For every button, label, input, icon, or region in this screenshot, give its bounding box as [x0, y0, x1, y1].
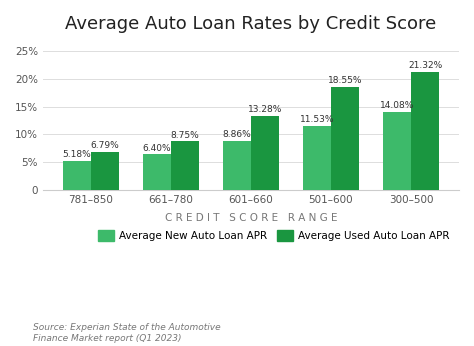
Bar [411, 72, 439, 190]
Text: 6.79%: 6.79% [91, 142, 119, 151]
Bar [91, 152, 119, 190]
Text: 18.55%: 18.55% [328, 76, 362, 85]
X-axis label: C R E D I T   S C O R E   R A N G E: C R E D I T S C O R E R A N G E [165, 213, 337, 223]
Text: 21.32%: 21.32% [408, 61, 442, 70]
Text: 14.08%: 14.08% [380, 101, 414, 110]
Bar [303, 126, 331, 190]
Title: Average Auto Loan Rates by Credit Score: Average Auto Loan Rates by Credit Score [65, 15, 437, 33]
Text: 5.18%: 5.18% [63, 151, 91, 160]
Text: 8.86%: 8.86% [223, 130, 251, 139]
Bar [63, 161, 91, 190]
Text: 11.53%: 11.53% [300, 115, 334, 124]
Bar [251, 116, 279, 190]
Bar [143, 154, 171, 190]
Text: 13.28%: 13.28% [248, 106, 282, 115]
Bar [171, 141, 199, 190]
Legend: Average New Auto Loan APR, Average Used Auto Loan APR: Average New Auto Loan APR, Average Used … [94, 226, 454, 245]
Text: 8.75%: 8.75% [171, 130, 200, 139]
Text: 6.40%: 6.40% [143, 144, 171, 153]
Bar [223, 140, 251, 190]
Text: Source: Experian State of the Automotive
Finance Market report (Q1 2023): Source: Experian State of the Automotive… [33, 323, 221, 343]
Bar [383, 112, 411, 190]
Bar [331, 87, 359, 190]
